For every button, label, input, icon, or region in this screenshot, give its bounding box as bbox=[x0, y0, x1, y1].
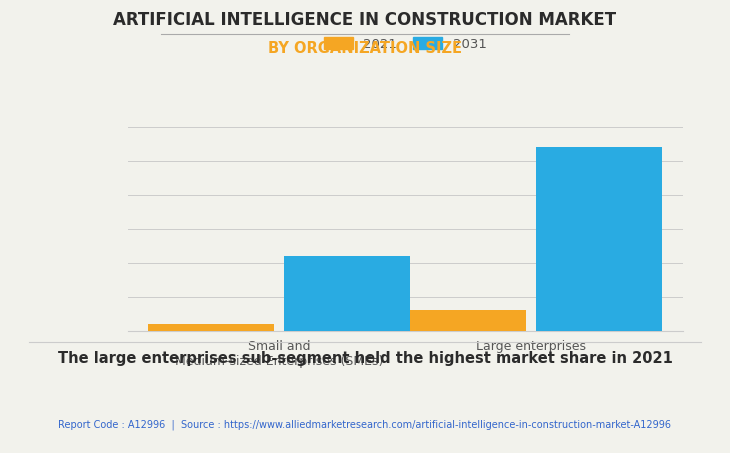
Bar bbox=[400, 310, 526, 331]
Bar bbox=[284, 256, 410, 331]
Text: ARTIFICIAL INTELLIGENCE IN CONSTRUCTION MARKET: ARTIFICIAL INTELLIGENCE IN CONSTRUCTION … bbox=[113, 11, 617, 29]
Bar bbox=[148, 324, 274, 331]
Text: Report Code : A12996  |  Source : https://www.alliedmarketresearch.com/artificia: Report Code : A12996 | Source : https://… bbox=[58, 419, 672, 429]
Text: The large enterprises sub-segment held the highest market share in 2021: The large enterprises sub-segment held t… bbox=[58, 351, 672, 366]
Legend: 2021, 2031: 2021, 2031 bbox=[324, 37, 486, 51]
Text: BY ORGANIZATION SIZE: BY ORGANIZATION SIZE bbox=[268, 41, 462, 56]
Bar bbox=[537, 147, 662, 331]
